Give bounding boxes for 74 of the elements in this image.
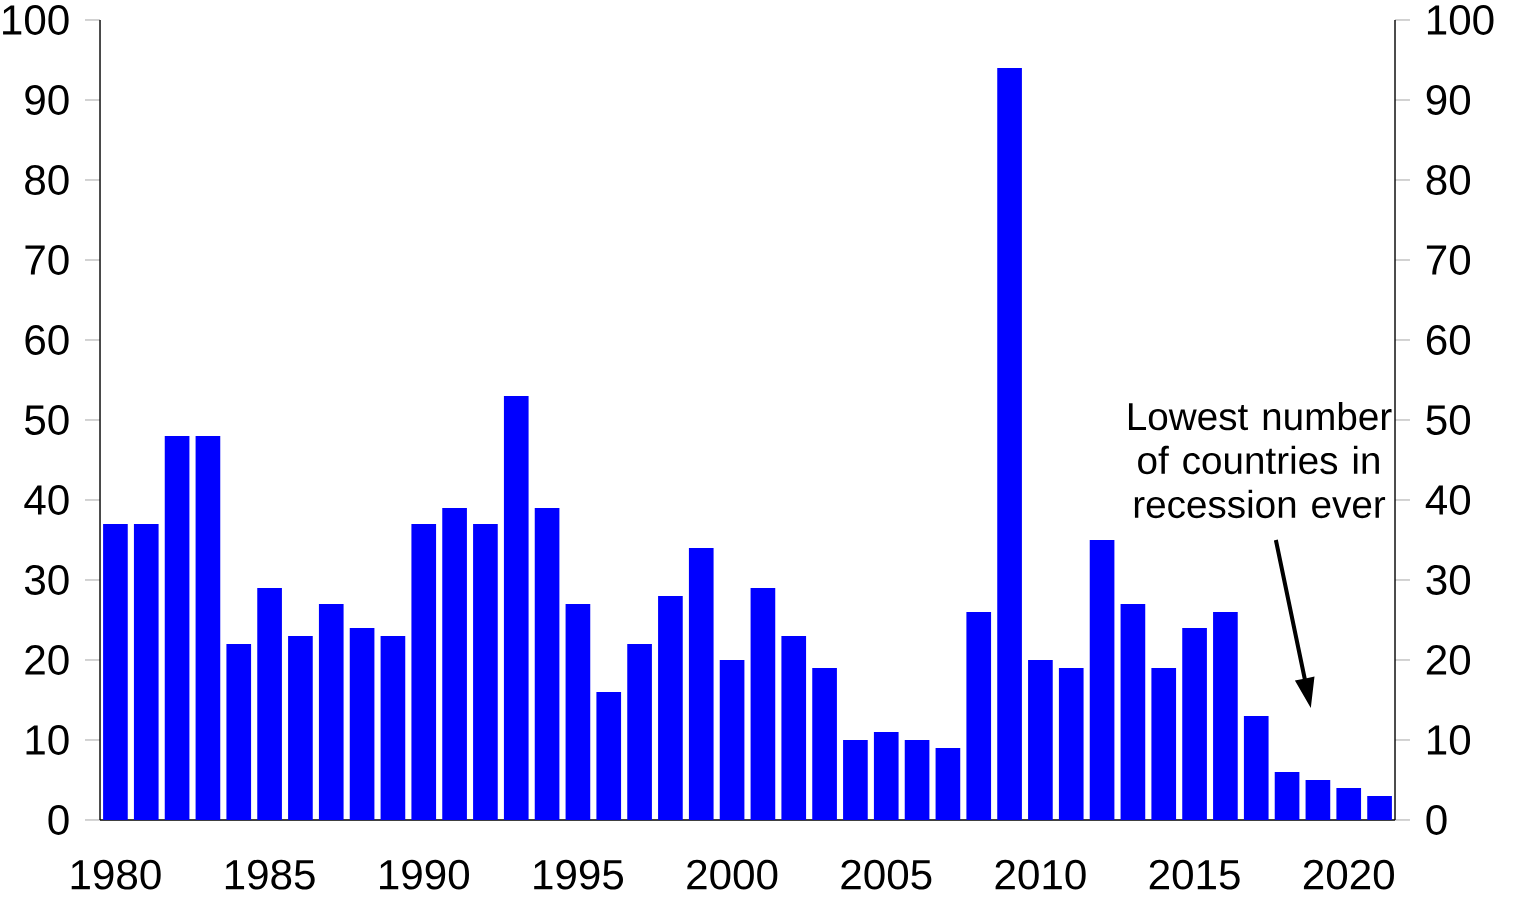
y2-tick-label: 70 (1426, 245, 1471, 275)
y2-tick-label: 20 (1426, 645, 1471, 675)
bar (1028, 659, 1053, 820)
bar (843, 739, 868, 820)
y-tick-label: 10 (26, 725, 69, 755)
x-tick-label: 2015 (1149, 859, 1240, 890)
y-tick-label: 40 (24, 485, 69, 515)
bar (966, 611, 992, 820)
y-tick-label: 60 (25, 325, 69, 355)
x-tick-label: 1985 (225, 859, 315, 890)
bar (1151, 667, 1177, 820)
bar (1120, 603, 1146, 820)
bar (781, 635, 807, 820)
bar (658, 595, 683, 820)
bar (935, 747, 961, 820)
y-tick-label: 50 (25, 405, 69, 435)
x-tick-label: 1990 (380, 859, 470, 890)
bar (997, 68, 1022, 820)
bar (164, 435, 190, 820)
x-tick-label: 2005 (841, 859, 932, 890)
y2-tick-label: 50 (1426, 405, 1471, 435)
x-tick-label: 1995 (534, 859, 624, 890)
bar (596, 691, 622, 820)
bar (1274, 771, 1300, 820)
bar (1089, 539, 1115, 820)
y-tick-label: 100 (3, 5, 69, 35)
y-tick-label: 20 (25, 645, 69, 675)
bar (1213, 611, 1238, 820)
bar (288, 635, 313, 820)
y-tick-label: 0 (48, 805, 69, 835)
y2-tick-label: 40 (1425, 485, 1471, 515)
y-tick-label: 70 (25, 245, 69, 275)
bar (503, 396, 529, 820)
bar (812, 667, 837, 820)
bar (688, 547, 714, 820)
bar (565, 603, 591, 820)
x-tick-label: 2000 (687, 859, 778, 890)
bar (1305, 779, 1331, 820)
y2-tick-label: 60 (1426, 325, 1471, 355)
bar (257, 587, 282, 820)
y-tick-label: 30 (24, 565, 69, 595)
bar (1182, 627, 1207, 820)
bar (873, 731, 899, 820)
x-tick-label: 2020 (1303, 859, 1394, 890)
bar (442, 507, 467, 820)
bar (380, 635, 406, 820)
bar (1367, 795, 1392, 820)
x-tick-label: 1980 (71, 859, 161, 890)
bar (904, 739, 930, 820)
bar (318, 603, 344, 820)
y-tick-label: 80 (25, 165, 69, 195)
y2-tick-label: 10 (1427, 725, 1471, 755)
y2-tick-label: 100 (1427, 5, 1494, 35)
x-tick-label: 2010 (995, 859, 1086, 890)
bar (411, 523, 437, 820)
bar (133, 523, 159, 820)
bar (534, 507, 560, 820)
bar (349, 627, 375, 820)
y2-tick-label: 80 (1426, 165, 1471, 195)
bar (1336, 787, 1362, 820)
bar (719, 659, 745, 820)
bar (103, 523, 128, 820)
annotation: Lowest number of countries in recession ever (1128, 401, 1392, 519)
y2-tick-label: 30 (1426, 565, 1471, 595)
y2-tick-label: 90 (1426, 85, 1471, 115)
y2-tick-label: 0 (1426, 805, 1447, 835)
bar (627, 643, 652, 820)
bar (750, 587, 776, 820)
bar (473, 523, 498, 820)
bar (226, 643, 252, 820)
bar (195, 435, 221, 820)
bar (1243, 715, 1269, 820)
y-tick-label: 90 (25, 85, 69, 115)
bar (1058, 667, 1084, 820)
